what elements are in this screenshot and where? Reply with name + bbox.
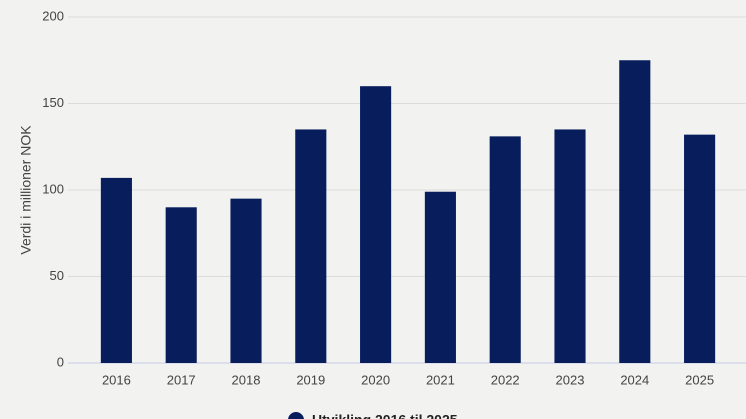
x-tick-label: 2025 bbox=[685, 372, 714, 387]
y-tick-label: 0 bbox=[57, 354, 64, 369]
x-tick-label: 2024 bbox=[620, 372, 649, 387]
legend-swatch bbox=[288, 412, 304, 419]
x-tick-label: 2023 bbox=[556, 372, 585, 387]
y-axis-label: Verdi i millioner NOK bbox=[18, 125, 34, 255]
y-tick-label: 50 bbox=[50, 268, 64, 283]
x-tick-label: 2016 bbox=[102, 372, 131, 387]
bar bbox=[554, 129, 586, 363]
bar bbox=[684, 134, 716, 363]
bar bbox=[619, 60, 651, 363]
x-tick-label: 2018 bbox=[232, 372, 261, 387]
y-tick-label: 100 bbox=[42, 181, 64, 196]
x-tick-label: 2020 bbox=[361, 372, 390, 387]
x-tick-label: 2022 bbox=[491, 372, 520, 387]
bar bbox=[360, 86, 392, 363]
bar bbox=[295, 129, 327, 363]
x-tick-label: 2019 bbox=[296, 372, 325, 387]
bar bbox=[424, 191, 456, 363]
y-tick-label: 200 bbox=[42, 8, 64, 23]
bar bbox=[489, 136, 521, 363]
bar bbox=[230, 198, 262, 363]
bar bbox=[165, 207, 197, 363]
x-tick-label: 2021 bbox=[426, 372, 455, 387]
x-tick-label: 2017 bbox=[167, 372, 196, 387]
y-tick-label: 150 bbox=[42, 95, 64, 110]
legend-label: Utvikling 2016 til 2025 bbox=[312, 412, 458, 419]
bar bbox=[100, 177, 132, 363]
